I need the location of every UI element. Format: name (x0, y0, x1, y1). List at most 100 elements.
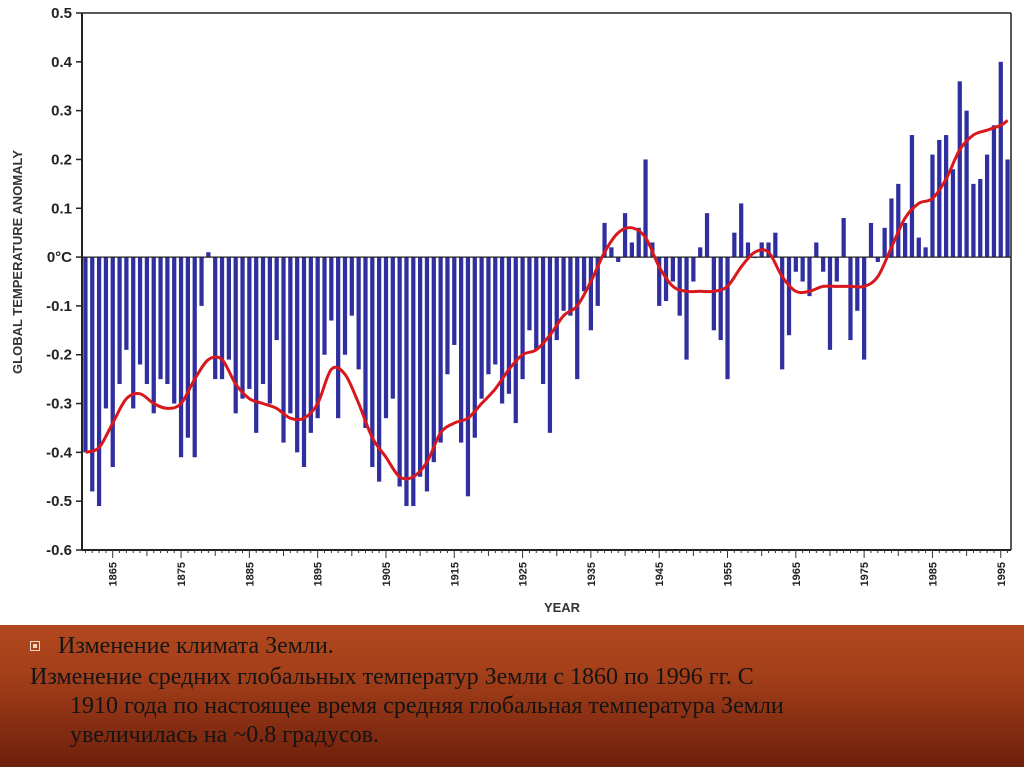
bar-1880 (213, 257, 218, 380)
bar-1893 (301, 257, 307, 468)
bar-1972 (841, 218, 846, 258)
bar-1994 (991, 125, 997, 258)
bar-1904 (377, 257, 382, 482)
bar-1920 (486, 257, 491, 375)
bar-1872 (158, 257, 163, 380)
caption-heading-row: Изменение климата Земли. (30, 631, 334, 661)
bar-1949 (684, 257, 689, 360)
bar-1950 (691, 257, 696, 282)
y-tick-labels: 0.5 0.4 0.3 0.2 0.1 0°C -0.1 -0.2 -0.3 -0.4 -0.5 -0… (46, 5, 82, 559)
bar-1951 (698, 247, 703, 258)
bar-1933 (575, 257, 580, 380)
bar-1964 (786, 257, 792, 336)
bar-1914 (445, 257, 450, 375)
square-bullet-icon (30, 641, 40, 651)
x-tick-label: 1875 (176, 562, 188, 586)
bar-1934 (581, 257, 587, 292)
x-tick-label: 1905 (381, 562, 393, 586)
bar-1970 (827, 257, 833, 350)
caption-line-2: 1910 года по настоящее время средняя гло… (70, 693, 784, 719)
bar-1973 (848, 257, 853, 341)
x-tick-labels: 1865 1875 1885 1895 1905 1915 1925 1935 1945 1955… (84, 550, 1009, 586)
bar-1967 (807, 257, 812, 297)
bar-1936 (595, 257, 600, 306)
bar-1982 (909, 135, 915, 258)
bar-1890 (281, 257, 286, 443)
smoothed-trend-line (84, 119, 1009, 481)
bar-1945 (657, 257, 662, 306)
bar-1942 (636, 227, 641, 258)
bar-1978 (882, 227, 887, 258)
bar-1886 (254, 257, 259, 433)
caption-line-3: увеличилась на ~0.8 градусов. (70, 722, 379, 748)
chart-panel: 0.5 0.4 0.3 0.2 0.1 0°C -0.1 -0.2 -0.3 -0.4 -0.5 -0… (10, 5, 1012, 615)
bar-1910 (418, 257, 423, 477)
bar-1919 (479, 257, 484, 399)
bar-1983 (916, 237, 921, 258)
bar-1943 (643, 159, 648, 258)
x-axis-title: YEAR (544, 600, 581, 615)
bar-1995 (998, 61, 1003, 258)
bar-1990 (964, 110, 969, 258)
bar-1921 (493, 257, 498, 365)
bar-1894 (308, 257, 313, 433)
bar-1932 (568, 257, 573, 316)
bar-1906 (390, 257, 395, 399)
bar-1915 (452, 257, 457, 345)
bar-1980 (896, 183, 901, 258)
x-tick-label: 1915 (449, 562, 461, 586)
bar-1916 (459, 257, 464, 443)
bar-1888 (267, 257, 272, 404)
bar-1926 (527, 257, 532, 331)
bar-1984 (923, 247, 928, 258)
bar-1968 (814, 242, 819, 258)
x-tick-label: 1895 (313, 562, 325, 586)
bar-1962 (773, 232, 778, 258)
y-tick-label: 0.4 (51, 54, 73, 71)
bar-1961 (766, 242, 771, 258)
bar-1953 (711, 257, 716, 331)
caption-line-1: Изменение средних глобальных температур … (30, 664, 754, 690)
bar-1927 (534, 257, 539, 350)
bar-1996 (1005, 159, 1010, 258)
y-tick-label: -0.5 (46, 493, 72, 510)
bar-1981 (903, 222, 908, 258)
bar-1969 (821, 257, 826, 272)
bar-1903 (370, 257, 375, 468)
bar-1992 (978, 178, 983, 258)
x-tick-label: 1925 (518, 562, 530, 586)
bar-1911 (424, 257, 430, 492)
axes-layer (81, 12, 1012, 551)
bar-1924 (513, 257, 518, 424)
bar-1938 (609, 247, 614, 258)
x-tick-label: 1865 (108, 562, 120, 586)
bar-1937 (602, 222, 607, 258)
bar-1955 (725, 257, 730, 380)
bar-1908 (404, 257, 409, 507)
bar-1928 (540, 257, 546, 385)
bar-1956 (732, 232, 737, 258)
bar-1947 (670, 257, 675, 282)
bar-1974 (855, 257, 860, 311)
bar-1918 (472, 257, 477, 438)
y-tick-label: 0°C (47, 249, 72, 266)
temperature-anomaly-chart: 0.5 0.4 0.3 0.2 0.1 0°C -0.1 -0.2 -0.3 -0.4 -0.5 -0… (10, 5, 1012, 615)
y-tick-label: -0.2 (46, 347, 72, 364)
bar-1887 (260, 257, 266, 385)
bar-1879 (206, 252, 211, 258)
bar-1899 (342, 257, 348, 355)
bar-1929 (547, 257, 553, 433)
bar-1957 (739, 203, 744, 258)
bar-1993 (984, 154, 990, 258)
bar-1865 (110, 257, 115, 468)
bar-1891 (288, 257, 293, 414)
bar-1889 (274, 257, 279, 341)
bar-1963 (780, 257, 785, 370)
bar-1975 (862, 257, 867, 360)
bar-1988 (950, 169, 956, 258)
bar-1985 (930, 154, 935, 258)
bar-1895 (315, 257, 320, 419)
x-tick-label: 1975 (859, 562, 871, 586)
x-tick-label: 1985 (927, 562, 939, 586)
bar-1952 (704, 213, 710, 258)
